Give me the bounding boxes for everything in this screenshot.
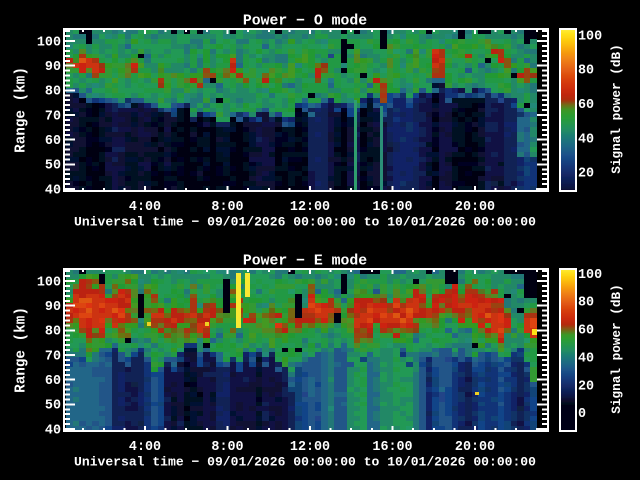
svg-text:80: 80 [578, 64, 594, 79]
svg-text:40: 40 [45, 423, 61, 438]
svg-text:Signal power (dB): Signal power (dB) [609, 44, 624, 173]
svg-text:20:00: 20:00 [455, 200, 495, 215]
svg-text:Power − O mode: Power − O mode [243, 14, 367, 30]
svg-text:8:00: 8:00 [211, 200, 243, 215]
svg-text:80: 80 [45, 325, 61, 340]
svg-text:12:00: 12:00 [290, 440, 330, 455]
svg-text:60: 60 [45, 374, 61, 389]
svg-text:60: 60 [578, 324, 594, 339]
svg-text:Range (km): Range (km) [14, 67, 30, 153]
svg-text:Universal time − 09/01/2026 00: Universal time − 09/01/2026 00:00:00 to … [74, 455, 536, 470]
svg-text:Signal power (dB): Signal power (dB) [609, 284, 624, 413]
svg-text:4:00: 4:00 [129, 440, 161, 455]
svg-text:Range (km): Range (km) [14, 307, 30, 393]
svg-text:100: 100 [37, 275, 61, 290]
svg-text:4:00: 4:00 [129, 200, 161, 215]
svg-text:80: 80 [45, 85, 61, 100]
svg-text:40: 40 [578, 351, 594, 366]
svg-text:20:00: 20:00 [455, 440, 495, 455]
svg-text:70: 70 [45, 109, 61, 124]
svg-text:16:00: 16:00 [372, 440, 412, 455]
svg-text:Power − E mode: Power − E mode [243, 254, 367, 270]
svg-text:Universal time − 09/01/2026 00: Universal time − 09/01/2026 00:00:00 to … [74, 215, 536, 230]
svg-text:0: 0 [578, 407, 586, 422]
svg-text:60: 60 [578, 98, 594, 113]
svg-text:12:00: 12:00 [290, 200, 330, 215]
svg-text:8:00: 8:00 [211, 440, 243, 455]
svg-text:100: 100 [578, 268, 602, 283]
svg-text:40: 40 [578, 132, 594, 147]
svg-text:40: 40 [45, 183, 61, 198]
svg-text:90: 90 [45, 300, 61, 315]
svg-text:50: 50 [45, 399, 61, 414]
svg-text:20: 20 [578, 379, 594, 394]
svg-text:20: 20 [578, 167, 594, 182]
svg-text:90: 90 [45, 60, 61, 75]
svg-text:60: 60 [45, 134, 61, 149]
svg-text:100: 100 [37, 35, 61, 50]
svg-text:50: 50 [45, 159, 61, 174]
svg-text:16:00: 16:00 [372, 200, 412, 215]
svg-text:80: 80 [578, 296, 594, 311]
svg-text:100: 100 [578, 29, 602, 44]
svg-text:70: 70 [45, 349, 61, 364]
